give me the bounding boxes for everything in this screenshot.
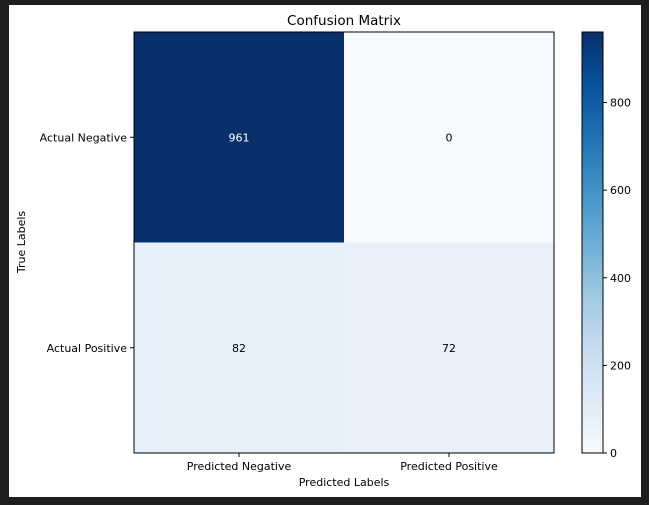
- y-tick-label: Actual Negative: [40, 131, 128, 144]
- colorbar-tick-label: 800: [610, 97, 631, 110]
- colorbar-ticks: 0 200 400 600 800: [603, 97, 631, 460]
- cell-value-label: 72: [442, 342, 456, 355]
- colorbar-tick-label: 400: [610, 272, 631, 285]
- y-axis-ticks: Actual Negative Actual Positive: [40, 131, 134, 355]
- chart-title: Confusion Matrix: [287, 13, 401, 29]
- x-axis-label: Predicted Labels: [299, 476, 390, 489]
- x-axis-ticks: Predicted Negative Predicted Positive: [187, 453, 498, 473]
- cell-value-labels: 961 0 82 72: [229, 131, 457, 355]
- heatmap-cells: [134, 32, 555, 454]
- heatmap-cell: [344, 32, 555, 243]
- colorbar: [581, 31, 604, 454]
- heatmap-cell: [134, 242, 345, 454]
- colorbar-tick-label: 0: [610, 447, 617, 460]
- cell-value-label: 82: [232, 342, 246, 355]
- x-tick-label: Predicted Negative: [187, 460, 292, 473]
- heatmap-cell: [344, 242, 555, 454]
- y-axis-label: True Labels: [15, 211, 28, 275]
- figure: Confusion Matrix 961 0 82 72 Predicted Nega…: [9, 5, 641, 497]
- plot-frame: [133, 31, 555, 454]
- colorbar-tick-label: 200: [610, 359, 631, 372]
- cell-value-label: 961: [229, 131, 250, 144]
- y-tick-label: Actual Positive: [47, 342, 128, 355]
- confusion-matrix-chart: Confusion Matrix 961 0 82 72 Predicted Nega…: [15, 13, 631, 489]
- cell-value-label: 0: [446, 131, 453, 144]
- colorbar-tick-label: 600: [610, 184, 631, 197]
- heatmap-cell: [134, 32, 345, 243]
- x-tick-label: Predicted Positive: [400, 460, 498, 473]
